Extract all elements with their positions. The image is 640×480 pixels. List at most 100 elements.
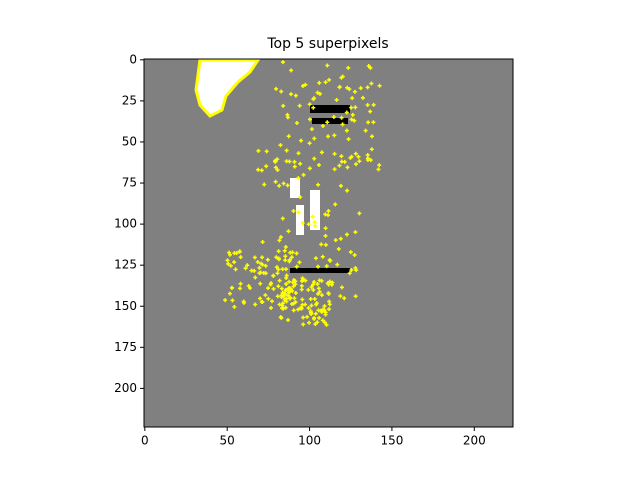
- boundary-mark: [371, 120, 376, 125]
- boundary-mark: [360, 95, 365, 100]
- boundary-mark: [326, 291, 331, 296]
- boundary-mark: [234, 251, 239, 256]
- boundary-mark: [283, 244, 288, 249]
- boundary-mark: [307, 117, 312, 122]
- boundary-mark: [344, 110, 349, 115]
- boundary-mark: [279, 89, 284, 94]
- boundary-mark: [377, 163, 382, 168]
- boundary-mark: [319, 293, 324, 298]
- boundary-mark: [335, 262, 340, 267]
- boundary-mark: [317, 91, 322, 96]
- boundary-mark: [277, 183, 282, 188]
- boundary-mark: [293, 279, 298, 284]
- boundary-mark: [230, 298, 235, 303]
- boundary-mark: [333, 238, 338, 243]
- boundary-mark: [338, 236, 343, 241]
- boundary-mark: [312, 220, 317, 225]
- boundary-mark: [283, 254, 288, 259]
- boundary-mark: [274, 265, 279, 270]
- boundary-mark: [323, 310, 328, 315]
- boundary-mark: [289, 255, 294, 260]
- boundary-mark: [369, 134, 374, 139]
- boundary-mark: [287, 257, 292, 262]
- boundary-mark: [345, 85, 350, 90]
- boundary-mark: [337, 163, 342, 168]
- boundary-mark: [371, 102, 376, 107]
- x-tick-label: 0: [141, 434, 149, 448]
- y-tick-label: 150: [114, 299, 137, 313]
- dark-patch: [290, 268, 350, 273]
- boundary-mark: [256, 167, 261, 172]
- boundary-mark: [294, 120, 299, 125]
- boundary-mark: [275, 157, 280, 162]
- boundary-mark: [232, 260, 237, 265]
- boundary-mark: [283, 258, 288, 263]
- boundary-mark: [275, 294, 280, 299]
- boundary-mark: [345, 165, 350, 170]
- boundary-mark: [293, 291, 298, 296]
- boundary-mark: [299, 283, 304, 288]
- boundary-mark: [284, 159, 289, 164]
- boundary-mark: [229, 286, 234, 291]
- boundary-mark: [323, 80, 328, 85]
- boundary-mark: [278, 315, 283, 320]
- boundary-mark: [283, 305, 288, 310]
- boundary-mark: [276, 249, 281, 254]
- boundary-mark: [353, 151, 358, 156]
- boundary-mark: [317, 80, 322, 85]
- boundary-mark: [238, 281, 243, 286]
- boundary-mark: [365, 85, 370, 90]
- boundary-mark: [274, 255, 279, 260]
- boundary-mark: [278, 235, 283, 240]
- boundary-mark: [349, 117, 354, 122]
- boundary-mark: [330, 280, 335, 285]
- boundary-mark: [337, 84, 342, 89]
- boundary-mark: [327, 302, 332, 307]
- boundary-mark: [346, 137, 351, 142]
- boundary-mark: [306, 287, 311, 292]
- boundary-mark: [345, 188, 350, 193]
- boundary-mark: [353, 294, 358, 299]
- boundary-mark: [324, 264, 329, 269]
- boundary-mark: [349, 105, 354, 110]
- boundary-mark: [350, 112, 355, 117]
- boundary-mark: [280, 216, 285, 221]
- boundary-mark: [265, 257, 270, 262]
- boundary-mark: [336, 246, 341, 251]
- boundary-mark: [323, 233, 328, 238]
- boundary-mark: [241, 300, 246, 305]
- boundary-mark: [296, 151, 301, 156]
- boundary-mark: [323, 226, 328, 231]
- boundary-mark: [280, 267, 285, 272]
- boundary-mark: [286, 134, 291, 139]
- boundary-mark: [327, 307, 332, 312]
- boundary-mark: [366, 120, 371, 125]
- dark-patch: [312, 118, 348, 124]
- x-tick-label: 50: [220, 434, 235, 448]
- boundary-mark: [344, 128, 349, 133]
- boundary-mark: [301, 322, 306, 327]
- boundary-mark: [306, 306, 311, 311]
- boundary-mark: [334, 97, 339, 102]
- boundary-mark: [294, 251, 299, 256]
- boundary-mark: [325, 63, 330, 68]
- boundary-mark: [332, 133, 337, 138]
- boundary-mark: [286, 286, 291, 291]
- boundary-mark: [289, 92, 294, 97]
- boundary-mark: [327, 77, 332, 82]
- y-tick-label: 75: [122, 176, 137, 190]
- boundary-mark: [349, 268, 354, 273]
- boundary-mark: [291, 308, 296, 313]
- boundary-mark: [226, 261, 231, 266]
- boundary-mark: [339, 159, 344, 164]
- boundary-mark: [283, 287, 288, 292]
- x-tick-label: 200: [463, 434, 486, 448]
- boundary-mark: [332, 151, 337, 156]
- boundary-mark: [365, 153, 370, 158]
- boundary-mark: [288, 250, 293, 255]
- boundary-mark: [297, 103, 302, 108]
- boundary-mark: [316, 291, 321, 296]
- boundary-mark: [273, 179, 278, 184]
- boundary-mark: [269, 305, 274, 310]
- y-tick-label: 100: [114, 217, 137, 231]
